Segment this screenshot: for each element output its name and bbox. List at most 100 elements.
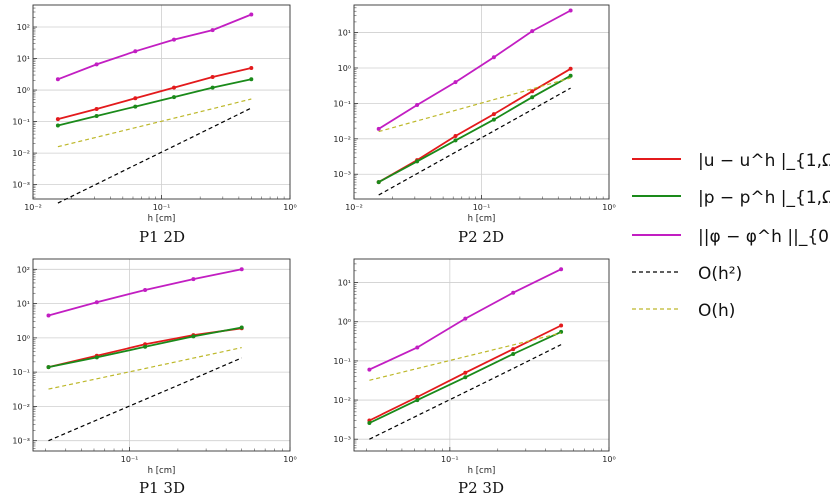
series-line-order-h	[369, 332, 562, 381]
data-point-phi-error	[491, 55, 496, 60]
data-point-p-error	[55, 123, 60, 128]
legend-entry-order-h: O(h)	[632, 301, 735, 321]
y-tick-label: 10¹	[17, 55, 30, 64]
data-point-u-error	[530, 89, 535, 94]
data-point-phi-error	[415, 345, 420, 350]
series-line-order-h2	[378, 87, 571, 196]
y-tick-label: 10⁰	[338, 318, 351, 327]
data-point-p-error	[376, 180, 381, 185]
legend-entry-p-error: |p − p^h |_{1,Ω}	[632, 188, 830, 208]
y-tick-label: 10⁰	[338, 64, 351, 73]
x-axis-label: h [cm]	[148, 214, 176, 224]
y-tick-label: 10⁻³	[12, 181, 30, 190]
data-point-phi-error	[415, 103, 420, 107]
panel-p2-2d: 10⁻³ 10⁻² 10⁻¹ 10⁰ 10¹ 10⁻² 10⁻¹ 10⁰ h [cm] P2 2D	[333, 4, 616, 246]
plot-frame	[32, 4, 291, 200]
data-point-u-error	[568, 66, 573, 71]
panel-caption: P2 2D	[458, 228, 504, 246]
plot-frame	[353, 258, 610, 452]
legend-entry-u-error: |u − u^h |_{1,Ω}	[632, 151, 830, 171]
data-point-phi-error	[172, 37, 176, 42]
data-point-phi-error	[559, 267, 564, 272]
data-point-phi-error	[367, 367, 372, 372]
x-tick-label: 10⁻²	[24, 203, 42, 212]
data-point-p-error	[239, 325, 244, 330]
x-tick-label: 10⁰	[602, 203, 615, 212]
data-point-p-error	[133, 104, 138, 109]
data-point-p-error	[210, 85, 215, 90]
data-point-phi-error	[94, 300, 99, 305]
y-tick-label: 10⁰	[17, 86, 30, 95]
data-point-u-error	[55, 117, 60, 122]
series-line-order-h	[48, 347, 242, 390]
data-point-phi-error	[133, 49, 138, 54]
data-point-phi-error	[239, 267, 244, 272]
y-tick-label: 10⁻¹	[12, 368, 30, 377]
data-point-p-error	[367, 421, 372, 425]
panel-p1-3d: 10⁻³ 10⁻² 10⁻¹ 10⁰ 10¹ 10² 10⁻¹ 10⁰ h [cm] P1 3D	[12, 258, 297, 497]
data-point-phi-error	[94, 62, 99, 67]
y-tick-label: 10⁻³	[333, 170, 351, 179]
legend-entry-phi-error: ||φ − φ^h ||_{0,Ω}	[632, 227, 830, 247]
panel-p1-2d: 10⁻³ 10⁻² 10⁻¹ 10⁰ 10¹ 10² 10⁻² 10⁻¹ 10⁰ h [cm] P1…	[12, 4, 297, 246]
data-point-p-error	[172, 95, 176, 100]
x-tick-label: 10⁻²	[345, 203, 363, 212]
data-point-phi-error	[453, 80, 458, 85]
data-point-u-error	[172, 85, 176, 90]
series-line-p-error	[378, 75, 572, 183]
legend-label-order-h: O(h)	[698, 301, 735, 321]
y-tick-label: 10⁻¹	[333, 99, 351, 108]
x-tick-label: 10⁰	[283, 455, 296, 464]
plot-frame	[353, 4, 610, 200]
panels: 10⁻³ 10⁻² 10⁻¹ 10⁰ 10¹ 10² 10⁻² 10⁻¹ 10⁰ h [cm] P1…	[12, 4, 616, 497]
data-point-phi-error	[376, 126, 381, 131]
series-line-phi-error	[48, 268, 242, 317]
data-point-phi-error	[511, 290, 516, 295]
series-line-order-h	[378, 77, 571, 133]
data-point-p-error	[143, 344, 148, 349]
data-point-u-error	[133, 96, 138, 101]
data-point-phi-error	[191, 277, 196, 282]
data-point-u-error	[491, 112, 496, 117]
panel-caption: P1 3D	[139, 479, 185, 497]
data-point-phi-error	[143, 288, 148, 292]
series-line-order-h2	[48, 357, 242, 442]
x-axis-label: h [cm]	[468, 466, 496, 476]
data-point-p-error	[453, 138, 458, 143]
data-point-u-error	[559, 323, 564, 328]
data-point-u-error	[210, 75, 215, 79]
data-point-phi-error	[530, 29, 535, 34]
series-line-u-error	[57, 67, 252, 120]
panel-caption: P2 3D	[458, 479, 504, 497]
y-tick-label: 10⁻²	[12, 149, 30, 158]
data-point-phi-error	[46, 313, 51, 318]
x-axis-label: h [cm]	[468, 214, 496, 224]
x-tick-label: 10⁻¹	[121, 455, 139, 464]
legend-entry-order-h2: O(h²)	[632, 264, 742, 284]
y-tick-label: 10⁰	[17, 334, 30, 343]
y-tick-label: 10¹	[17, 300, 30, 309]
panel-p2-3d: 10⁻³ 10⁻² 10⁻¹ 10⁰ 10¹ 10⁻¹ 10⁰ h [cm] P2 3D	[333, 258, 616, 497]
data-point-u-error	[94, 107, 99, 111]
legend-label-u-error: |u − u^h |_{1,Ω}	[698, 151, 830, 171]
y-tick-label: 10²	[17, 23, 30, 32]
y-tick-label: 10²	[17, 265, 30, 274]
x-tick-label: 10⁻¹	[441, 455, 459, 464]
data-point-phi-error	[568, 8, 573, 13]
plot-frame	[32, 258, 291, 452]
series-line-order-h	[57, 98, 252, 148]
x-axis-label: h [cm]	[148, 466, 176, 476]
data-point-p-error	[94, 355, 99, 360]
data-point-p-error	[46, 365, 51, 370]
x-tick-label: 10⁰	[602, 455, 615, 464]
data-point-p-error	[491, 117, 496, 122]
y-tick-label: 10¹	[338, 29, 351, 38]
data-point-p-error	[191, 334, 196, 339]
y-tick-label: 10¹	[338, 279, 351, 288]
data-point-phi-error	[55, 77, 60, 82]
data-point-p-error	[463, 375, 468, 380]
data-point-p-error	[249, 77, 254, 82]
data-point-u-error	[415, 395, 420, 399]
series-line-u-error	[378, 68, 572, 183]
y-tick-label: 10⁻²	[333, 396, 351, 405]
